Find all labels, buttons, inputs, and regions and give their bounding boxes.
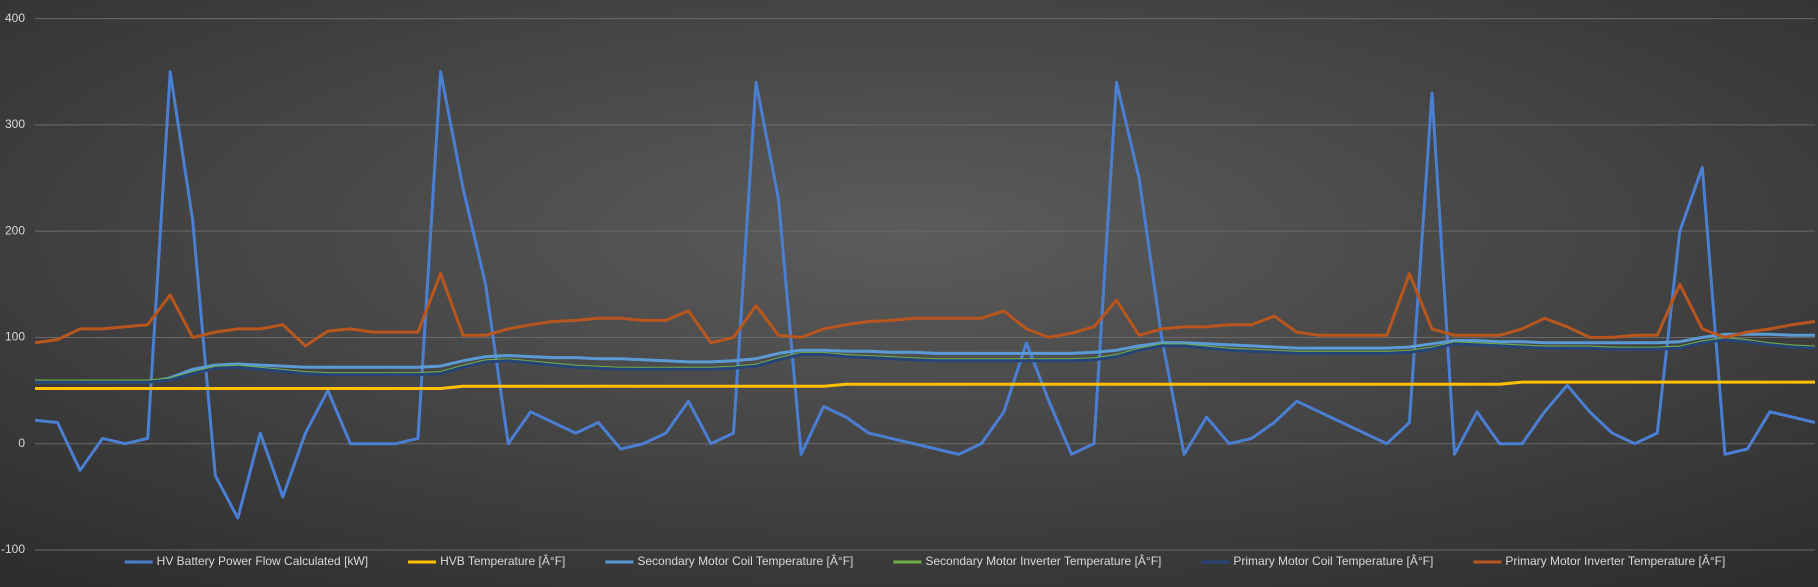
- series-line: [35, 338, 1816, 384]
- y-tick-label: 0: [18, 436, 25, 450]
- legend-label: HV Battery Power Flow Calculated [kW]: [157, 554, 368, 568]
- y-tick-label: -100: [1, 542, 25, 556]
- legend-label: Primary Motor Coil Temperature [Â°F]: [1233, 553, 1433, 568]
- y-tick-label: 200: [5, 223, 25, 237]
- plot-area: [34, 70, 1816, 520]
- legend: HV Battery Power Flow Calculated [kW] HVB…: [124, 553, 1725, 568]
- series-line: [35, 380, 1815, 390]
- y-tick-label: 300: [5, 117, 25, 131]
- legend-label: Secondary Motor Inverter Temperature [Â°…: [925, 553, 1161, 568]
- series-line: [34, 272, 1816, 348]
- y-tick-label: 100: [5, 330, 25, 344]
- series-line: [34, 70, 1816, 520]
- series-line: [35, 332, 1815, 384]
- legend-label: Secondary Motor Coil Temperature [Â°F]: [637, 553, 853, 568]
- y-tick-label: 400: [5, 11, 25, 25]
- grid: -100 0 100 200 300 400: [1, 11, 1815, 556]
- legend-label: HVB Temperature [Â°F]: [440, 553, 565, 568]
- legend-label: Primary Motor Inverter Temperature [Â°F]: [1505, 553, 1725, 568]
